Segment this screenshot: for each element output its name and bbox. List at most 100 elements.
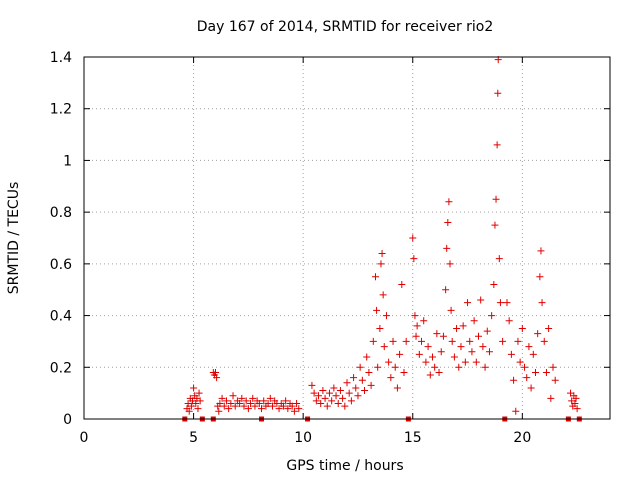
data-point <box>220 402 228 410</box>
data-point <box>332 392 340 400</box>
data-point <box>275 405 283 413</box>
data-point <box>376 325 384 332</box>
data-point <box>236 399 244 407</box>
data-point <box>382 312 390 320</box>
data-point <box>255 399 263 407</box>
data-point <box>389 337 397 345</box>
data-point <box>439 332 447 340</box>
data-point <box>573 405 581 413</box>
data-point <box>251 402 259 410</box>
data-point <box>268 402 276 410</box>
data-point <box>534 330 542 338</box>
data-point <box>238 394 246 402</box>
y-tick-label: 1 <box>63 153 72 169</box>
data-point <box>402 337 410 345</box>
data-point <box>424 343 432 351</box>
data-point <box>317 399 325 407</box>
data-point <box>450 353 458 361</box>
data-point <box>196 397 204 405</box>
data-point <box>542 368 550 376</box>
data-point <box>343 379 351 387</box>
y-tick-label: 0.6 <box>50 257 72 273</box>
data-point <box>325 389 333 397</box>
data-point <box>518 325 526 332</box>
data-point <box>358 376 366 384</box>
data-point <box>190 384 198 392</box>
data-point <box>488 312 496 320</box>
data-point <box>572 394 580 402</box>
data-point <box>374 363 382 371</box>
data-point <box>538 299 546 307</box>
data-point <box>377 260 385 268</box>
data-point <box>490 281 498 289</box>
data-point <box>396 350 404 358</box>
data-point <box>477 296 485 304</box>
data-point <box>466 337 474 345</box>
data-point <box>426 371 434 379</box>
data-point <box>435 368 443 376</box>
data-point <box>225 405 233 413</box>
data-point <box>505 317 513 325</box>
data-point <box>433 330 441 338</box>
data-point <box>461 358 469 366</box>
data-point <box>537 247 545 255</box>
data-point <box>536 273 544 281</box>
data-point <box>279 402 287 410</box>
data-point <box>391 363 399 371</box>
data-point <box>445 198 453 206</box>
grid-lines <box>84 57 610 419</box>
y-tick-label: 0 <box>63 412 72 428</box>
data-point <box>350 374 358 382</box>
data-point <box>187 402 195 410</box>
data-point <box>323 402 331 410</box>
data-point <box>442 286 450 294</box>
data-point <box>258 405 266 413</box>
plot-frame <box>83 56 611 420</box>
data-point <box>284 405 292 413</box>
data-point <box>413 322 421 330</box>
data-point <box>418 337 426 345</box>
data-point <box>551 376 559 384</box>
data-point <box>444 218 452 226</box>
data-point <box>495 255 503 263</box>
x-tick-label: 20 <box>513 430 531 446</box>
data-point <box>240 402 248 410</box>
data-point <box>485 348 493 356</box>
data-point <box>527 384 535 392</box>
data-point <box>446 260 454 268</box>
data-point <box>492 195 500 203</box>
data-point <box>231 402 239 410</box>
data-point <box>494 89 502 97</box>
data-point <box>378 250 386 258</box>
data-point <box>410 255 418 263</box>
data-point <box>242 397 250 405</box>
data-point <box>431 363 439 371</box>
data-point <box>354 392 362 400</box>
data-point <box>345 389 353 397</box>
data-point <box>496 299 504 307</box>
data-point <box>315 392 323 400</box>
data-point <box>379 291 387 299</box>
data-point <box>266 394 274 402</box>
data-point <box>229 392 237 400</box>
data-point <box>227 399 235 407</box>
data-point <box>521 363 529 371</box>
data-point <box>185 407 193 415</box>
data-point <box>369 337 377 345</box>
data-point <box>336 387 344 395</box>
data-point <box>510 376 518 384</box>
data-point <box>507 350 515 358</box>
data-point <box>356 363 364 371</box>
data-point <box>216 399 224 407</box>
data-point <box>516 358 524 366</box>
data-point <box>310 389 318 397</box>
data-point <box>547 394 555 402</box>
data-point <box>247 399 255 407</box>
data-point <box>347 397 355 405</box>
data-point <box>330 384 338 392</box>
data-point <box>321 394 329 402</box>
data-point <box>472 358 480 366</box>
data-point <box>393 384 401 392</box>
data-point <box>437 348 445 356</box>
data-point <box>545 325 553 332</box>
